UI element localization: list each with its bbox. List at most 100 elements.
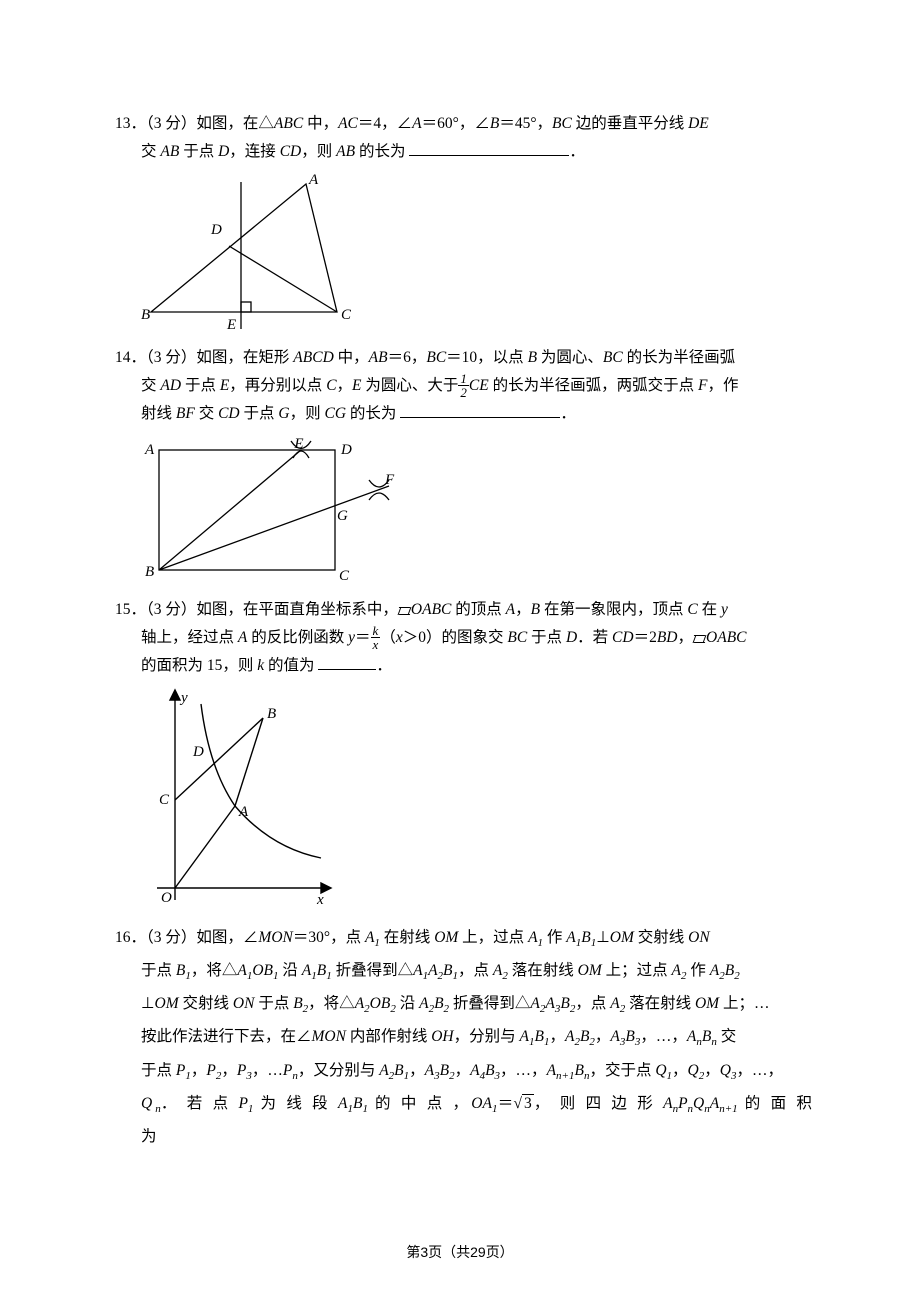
p16-A2A: A xyxy=(493,962,502,979)
p14-frac: 12 xyxy=(458,372,469,399)
p13-num: 13． xyxy=(115,115,146,132)
p16-A2B2f: B xyxy=(580,1028,589,1045)
p16-tr2: A xyxy=(413,962,422,979)
problem-13: 13．（3 分）如图，在△ABC 中，AC＝4，∠A＝60°，∠B＝45°，BC… xyxy=(115,110,815,166)
svg-text:B: B xyxy=(145,564,154,580)
page-footer: 第3页（共29页） xyxy=(0,1242,920,1262)
problem-15: 15．（3 分）如图，在平面直角坐标系中，OABC 的顶点 A，B 在第一象限内… xyxy=(115,596,815,680)
p15-yeq: y xyxy=(348,629,355,646)
footer-suffix: 页） xyxy=(486,1246,514,1261)
svg-text:D: D xyxy=(340,442,352,458)
p16-t9: 沿 xyxy=(279,962,302,979)
footer-current: 3 xyxy=(420,1244,428,1260)
p16-t2: ＝30°，点 xyxy=(293,929,365,946)
p13-line2: 交 AB 于点 D，连接 CD，则 AB 的长为 ． xyxy=(115,138,815,166)
p16-tr3a: A xyxy=(355,995,364,1012)
p14-BC: BC xyxy=(426,349,446,366)
p14-line1: 14．（3 分）如图，在矩形 ABCD 中，AB＝6，BC＝10，以点 B 为圆… xyxy=(115,344,815,372)
p13-t10: ，则 xyxy=(301,143,336,160)
p16-tr4a: A xyxy=(530,995,539,1012)
p16-t23: 按此作法进行下去，在∠ xyxy=(141,1028,312,1045)
p13-pts: （3 分） xyxy=(146,115,196,132)
p16-A1b: A xyxy=(528,929,537,946)
p16-A1B1d: A xyxy=(520,1028,529,1045)
p16-Q2a: Q xyxy=(688,1062,699,1079)
p16-t46: ， 则 四 边 形 xyxy=(534,1095,663,1112)
p13-t7: 交 xyxy=(141,143,160,160)
p14-CD2: CD xyxy=(218,405,240,422)
p15-t14: 的面积为 15，则 xyxy=(141,657,257,674)
p16-t41: ，…， xyxy=(736,1062,783,1079)
p16-A3B2b: B xyxy=(440,1062,449,1079)
svg-text:C: C xyxy=(339,568,350,584)
p14-ABCD: ABCD xyxy=(293,349,333,366)
p16-t44: 的 中 点 ， xyxy=(368,1095,471,1112)
p15-period: ． xyxy=(376,657,392,674)
p15-pts: （3 分） xyxy=(146,601,196,618)
p16-t4: 上，过点 xyxy=(458,929,528,946)
p16-OM4: OM xyxy=(155,995,179,1012)
p16-line6: Qn． 若 点 P1 为 线 段 A1B1 的 中 点 ，OA1＝√3， 则 四… xyxy=(115,1090,815,1151)
p16-A1B1c: A xyxy=(302,962,311,979)
p16-quad2: P xyxy=(678,1095,687,1112)
p15-line3: 的面积为 15，则 k 的值为 ． xyxy=(115,652,815,680)
parallelogram-icon xyxy=(399,606,410,616)
p16-t32: ， xyxy=(221,1062,237,1079)
p16-A4B3b: B xyxy=(485,1062,494,1079)
p15-frac: kx xyxy=(371,624,381,651)
p15-t4: 在第一象限内，顶点 xyxy=(540,601,687,618)
p16-s41: n+1 xyxy=(719,1103,737,1115)
p14-E2: E xyxy=(352,377,361,394)
p14-line3: 射线 BF 交 CD 于点 G，则 CG 的长为 ． xyxy=(115,400,815,428)
p16-ON2: ON xyxy=(233,995,255,1012)
p14-t11: 为圆心、大于 xyxy=(362,377,459,394)
p13-BC: BC xyxy=(552,115,572,132)
p16-A2B2a: A xyxy=(710,962,719,979)
p14-AD: AD xyxy=(160,377,181,394)
figure-14-svg: A B C D E F G xyxy=(141,436,397,586)
p14-frac-num: 1 xyxy=(458,372,469,385)
p16-perp1: ⊥ xyxy=(596,929,610,946)
p16-s9: 2 xyxy=(734,970,740,982)
p16-t28: ，…， xyxy=(640,1028,687,1045)
p16-line2: 于点 B1，将△A1OB1 沿 A1B1 折叠得到△A1A2B1，点 A2 落在… xyxy=(115,957,815,990)
p13-D: D xyxy=(218,143,229,160)
p16-A1B1-A: A xyxy=(566,929,575,946)
p15-y: y xyxy=(721,601,728,618)
p16-line4: 按此作法进行下去，在∠MON 内部作射线 OH，分别与 A1B1，A2B2，A3… xyxy=(115,1023,815,1056)
p16-t16: 于点 xyxy=(254,995,293,1012)
p14-frac-den: 2 xyxy=(458,385,469,399)
p16-t17: ，将△ xyxy=(308,995,355,1012)
p15-t1: 如图，在平面直角坐标系中， xyxy=(196,601,398,618)
svg-text:A: A xyxy=(238,804,249,820)
p15-line2: 轴上，经过点 A 的反比例函数 y＝kx（x＞0）的图象交 BC 于点 D．若 … xyxy=(115,624,815,652)
p14-t14: 射线 xyxy=(141,405,176,422)
p15-frac-num: k xyxy=(371,624,381,637)
p16-quad: A xyxy=(663,1095,672,1112)
p13-CD: CD xyxy=(280,143,302,160)
p16-A2B2c: A xyxy=(419,995,428,1012)
p16-An1n1: n+1 xyxy=(556,1070,574,1082)
p16-t8: ，将△ xyxy=(191,962,238,979)
p15-D: D xyxy=(566,629,577,646)
svg-text:O: O xyxy=(161,890,172,906)
p13-t4: ＝60°，∠ xyxy=(422,115,490,132)
p14-t13: ，作 xyxy=(707,377,738,394)
p14-t17: ，则 xyxy=(290,405,325,422)
p15-t7: 的反比例函数 xyxy=(247,629,348,646)
p16-t22: 上；… xyxy=(719,995,769,1012)
p16-t24: 内部作射线 xyxy=(346,1028,431,1045)
p16-t5: 作 xyxy=(543,929,566,946)
p16-t45: ＝ xyxy=(497,1095,513,1112)
p16-pts: （3 分） xyxy=(146,929,196,946)
p15-A2: A xyxy=(238,629,247,646)
p13-t2: 中， xyxy=(303,115,338,132)
p16-t18: 沿 xyxy=(396,995,419,1012)
p14-t4: ＝10，以点 xyxy=(446,349,527,366)
svg-text:x: x xyxy=(316,892,324,908)
p15-blank xyxy=(318,652,376,670)
p15-t5: 在 xyxy=(698,601,721,618)
p16-A1OB1: A xyxy=(237,962,246,979)
p13-AC: AC xyxy=(338,115,358,132)
p13-line1: 13．（3 分）如图，在△ABC 中，AC＝4，∠A＝60°，∠B＝45°，BC… xyxy=(115,110,815,138)
